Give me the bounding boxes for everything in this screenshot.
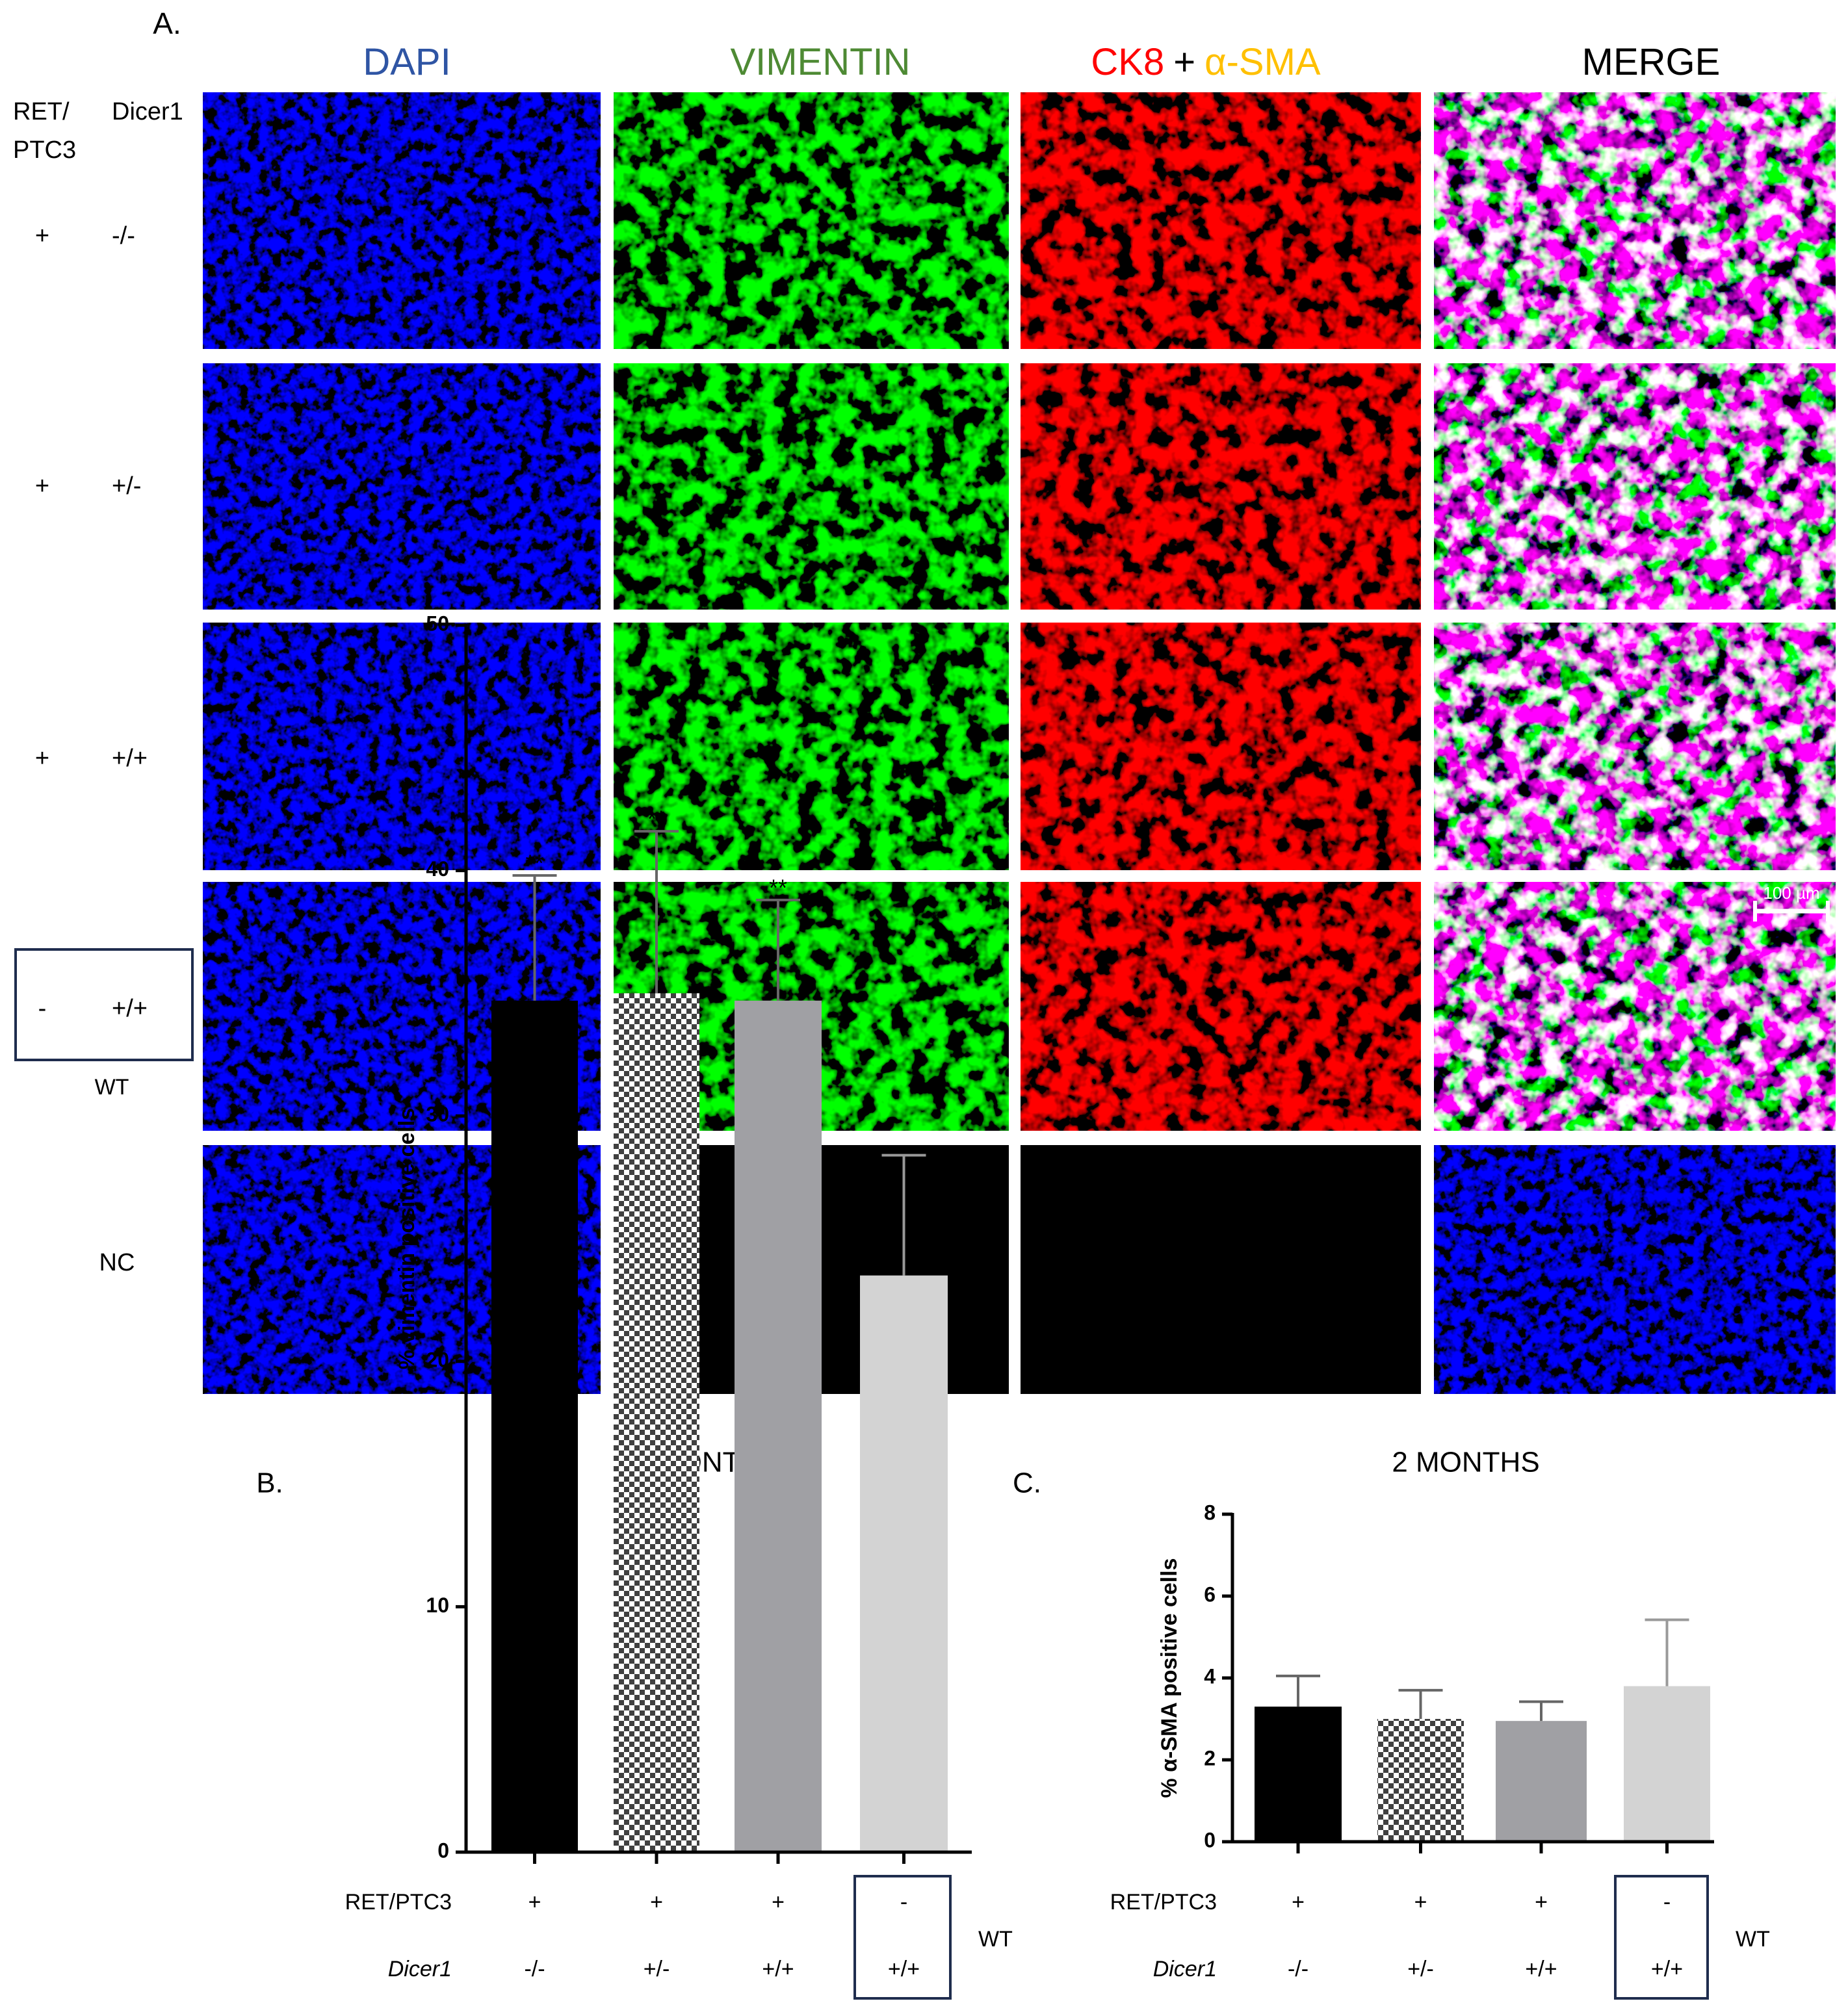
micrograph-texture bbox=[203, 363, 601, 610]
category-row-label: Dicer1 bbox=[388, 1957, 452, 1981]
y-tick-label: 2 bbox=[1204, 1746, 1216, 1770]
micrograph-texture bbox=[203, 92, 601, 349]
y-tick-label: 4 bbox=[1204, 1664, 1216, 1688]
bar bbox=[1377, 1719, 1464, 1842]
wt-box bbox=[853, 1875, 952, 2000]
category-label: + bbox=[1535, 1890, 1548, 1915]
bar bbox=[1255, 1707, 1342, 1842]
micrograph-texture bbox=[614, 92, 1009, 349]
category-label: + bbox=[528, 1890, 541, 1915]
micrograph-texture bbox=[1434, 882, 1836, 1131]
column-header-part: VIMENTIN bbox=[730, 41, 910, 83]
significance: ** bbox=[769, 874, 787, 901]
category-label: +/- bbox=[644, 1957, 670, 1981]
row-label: NC bbox=[99, 1249, 135, 1276]
row-ret: + bbox=[35, 745, 49, 772]
genotype-header: PTC3 bbox=[13, 136, 76, 164]
y-tick-label: 30 bbox=[426, 1103, 449, 1126]
column-header-part: CK8 bbox=[1091, 41, 1164, 83]
category-label: +/- bbox=[1407, 1957, 1434, 1981]
wt-box bbox=[1614, 1875, 1709, 2000]
y-tick-label: 6 bbox=[1204, 1582, 1216, 1606]
category-label: -/- bbox=[524, 1957, 545, 1981]
genotype-header: Dicer1 bbox=[112, 98, 183, 125]
row-dicer: -/- bbox=[112, 222, 135, 250]
y-tick-label: 10 bbox=[426, 1593, 449, 1617]
y-tick-label: 8 bbox=[1204, 1501, 1216, 1524]
category-label: - bbox=[900, 1890, 907, 1915]
category-label: +/+ bbox=[1651, 1957, 1683, 1981]
bar bbox=[1496, 1721, 1587, 1842]
wt-box bbox=[14, 948, 194, 1061]
panel-label: B. bbox=[256, 1467, 283, 1499]
micrograph-texture bbox=[614, 623, 1009, 870]
chart-title: 2 MONTHS bbox=[1392, 1447, 1539, 1478]
micrograph-texture bbox=[1434, 623, 1836, 870]
bar bbox=[735, 1000, 822, 1852]
panel-label: C. bbox=[1013, 1467, 1041, 1499]
column-header-part: MERGE bbox=[1582, 41, 1721, 83]
column-header: VIMENTIN bbox=[730, 41, 910, 83]
category-label: + bbox=[772, 1890, 785, 1915]
micrograph-texture bbox=[1021, 92, 1421, 349]
y-tick-label: 50 bbox=[426, 612, 449, 635]
y-tick-label: 20 bbox=[426, 1348, 449, 1371]
wt-note: WT bbox=[1736, 1927, 1770, 1952]
row-dicer: +/- bbox=[112, 472, 141, 500]
column-header: MERGE bbox=[1582, 41, 1721, 83]
micrograph bbox=[1021, 1145, 1421, 1394]
micrograph-texture bbox=[1021, 882, 1421, 1131]
category-row-label: RET/PTC3 bbox=[345, 1890, 452, 1915]
row-dicer: +/+ bbox=[112, 995, 148, 1022]
category-label: +/+ bbox=[888, 1957, 920, 1981]
scale-bar-label: 100 µm bbox=[1763, 883, 1819, 903]
category-label: +/+ bbox=[762, 1957, 794, 1981]
wt-note: WT bbox=[978, 1927, 1013, 1952]
category-label: + bbox=[650, 1890, 663, 1915]
column-header: DAPI bbox=[363, 41, 450, 83]
column-header-part: + bbox=[1173, 41, 1195, 83]
column-header-part: DAPI bbox=[363, 41, 450, 83]
row-ret: + bbox=[35, 222, 49, 250]
column-header-part: α-SMA bbox=[1204, 41, 1321, 83]
micrograph-texture bbox=[203, 623, 601, 870]
bar bbox=[491, 1000, 578, 1852]
y-tick-label: 40 bbox=[426, 857, 449, 881]
bar bbox=[860, 1275, 948, 1852]
row-note: WT bbox=[95, 1075, 129, 1100]
micrograph-texture bbox=[1021, 363, 1421, 610]
panel-label: A. bbox=[153, 6, 181, 40]
micrograph-texture bbox=[1021, 623, 1421, 870]
category-label: + bbox=[1292, 1890, 1305, 1915]
significance: ** bbox=[525, 850, 543, 877]
significance: ** bbox=[647, 806, 666, 832]
genotype-header: RET/ bbox=[13, 98, 70, 125]
micrograph-texture bbox=[1434, 363, 1836, 610]
bar bbox=[1624, 1686, 1710, 1842]
y-axis-label: % α-SMA positive cells bbox=[1157, 1558, 1182, 1798]
bar bbox=[614, 993, 699, 1852]
row-ret: + bbox=[35, 472, 49, 500]
category-label: +/+ bbox=[1525, 1957, 1557, 1981]
micrograph-texture bbox=[614, 363, 1009, 610]
category-label: -/- bbox=[1288, 1957, 1308, 1981]
row-ret: - bbox=[38, 995, 47, 1022]
column-header: CK8 + α-SMA bbox=[1091, 41, 1321, 83]
micrograph-texture bbox=[1434, 92, 1836, 349]
y-tick-label: 0 bbox=[437, 1838, 449, 1862]
row-dicer: +/+ bbox=[112, 745, 148, 772]
y-axis-label: % vimentin positive cells bbox=[395, 1108, 419, 1369]
category-label: - bbox=[1663, 1890, 1671, 1915]
category-row-label: RET/PTC3 bbox=[1110, 1890, 1217, 1915]
micrograph-texture bbox=[1434, 1145, 1836, 1394]
category-row-label: Dicer1 bbox=[1153, 1957, 1217, 1981]
y-tick-label: 0 bbox=[1204, 1828, 1216, 1851]
category-label: + bbox=[1414, 1890, 1427, 1915]
